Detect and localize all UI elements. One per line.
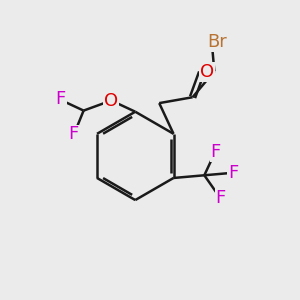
Text: F: F — [68, 125, 78, 143]
Text: O: O — [104, 92, 118, 110]
Text: F: F — [211, 143, 221, 161]
Text: F: F — [216, 189, 226, 207]
Text: Br: Br — [207, 33, 227, 51]
Text: O: O — [200, 63, 214, 81]
Text: F: F — [228, 164, 238, 182]
Text: F: F — [56, 90, 66, 108]
